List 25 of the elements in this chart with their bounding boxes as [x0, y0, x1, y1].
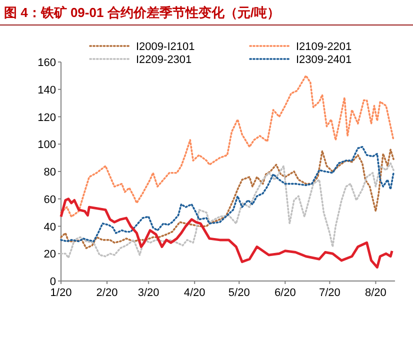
- x-tick-label: 1/20: [50, 287, 72, 299]
- x-tick-label: 3/20: [138, 287, 160, 299]
- line-series: [60, 198, 394, 269]
- chart-title: 图 4：铁矿 09-01 合约价差季节性变化（元/吨）: [4, 5, 280, 20]
- y-tick-label: 140: [38, 84, 56, 96]
- line-series: [60, 162, 394, 259]
- y-tick-label: 0: [50, 276, 56, 288]
- legend-label: I2109-2201: [296, 41, 352, 53]
- x-tick-label: 4/20: [184, 287, 206, 299]
- line-series: [60, 74, 394, 218]
- y-tick-label: 80: [44, 166, 56, 178]
- x-tick-label: 6/20: [274, 287, 296, 299]
- x-tick-label: 8/20: [364, 287, 386, 299]
- x-tick-label: 2/20: [96, 287, 118, 299]
- y-tick-label: 160: [38, 57, 56, 69]
- y-tick-label: 20: [44, 248, 56, 261]
- x-tick-label: 7/20: [318, 287, 340, 299]
- legend-label: I2209-2301: [136, 54, 192, 66]
- y-tick-label: 120: [38, 112, 56, 124]
- y-tick-label: 40: [44, 221, 56, 234]
- y-tick-label: 60: [44, 194, 56, 206]
- legend-label: I2009-I2101: [136, 41, 195, 53]
- y-tick-label: 100: [38, 139, 56, 152]
- x-tick-label: 5/20: [228, 287, 250, 299]
- legend-label: I2309-2401: [296, 54, 352, 66]
